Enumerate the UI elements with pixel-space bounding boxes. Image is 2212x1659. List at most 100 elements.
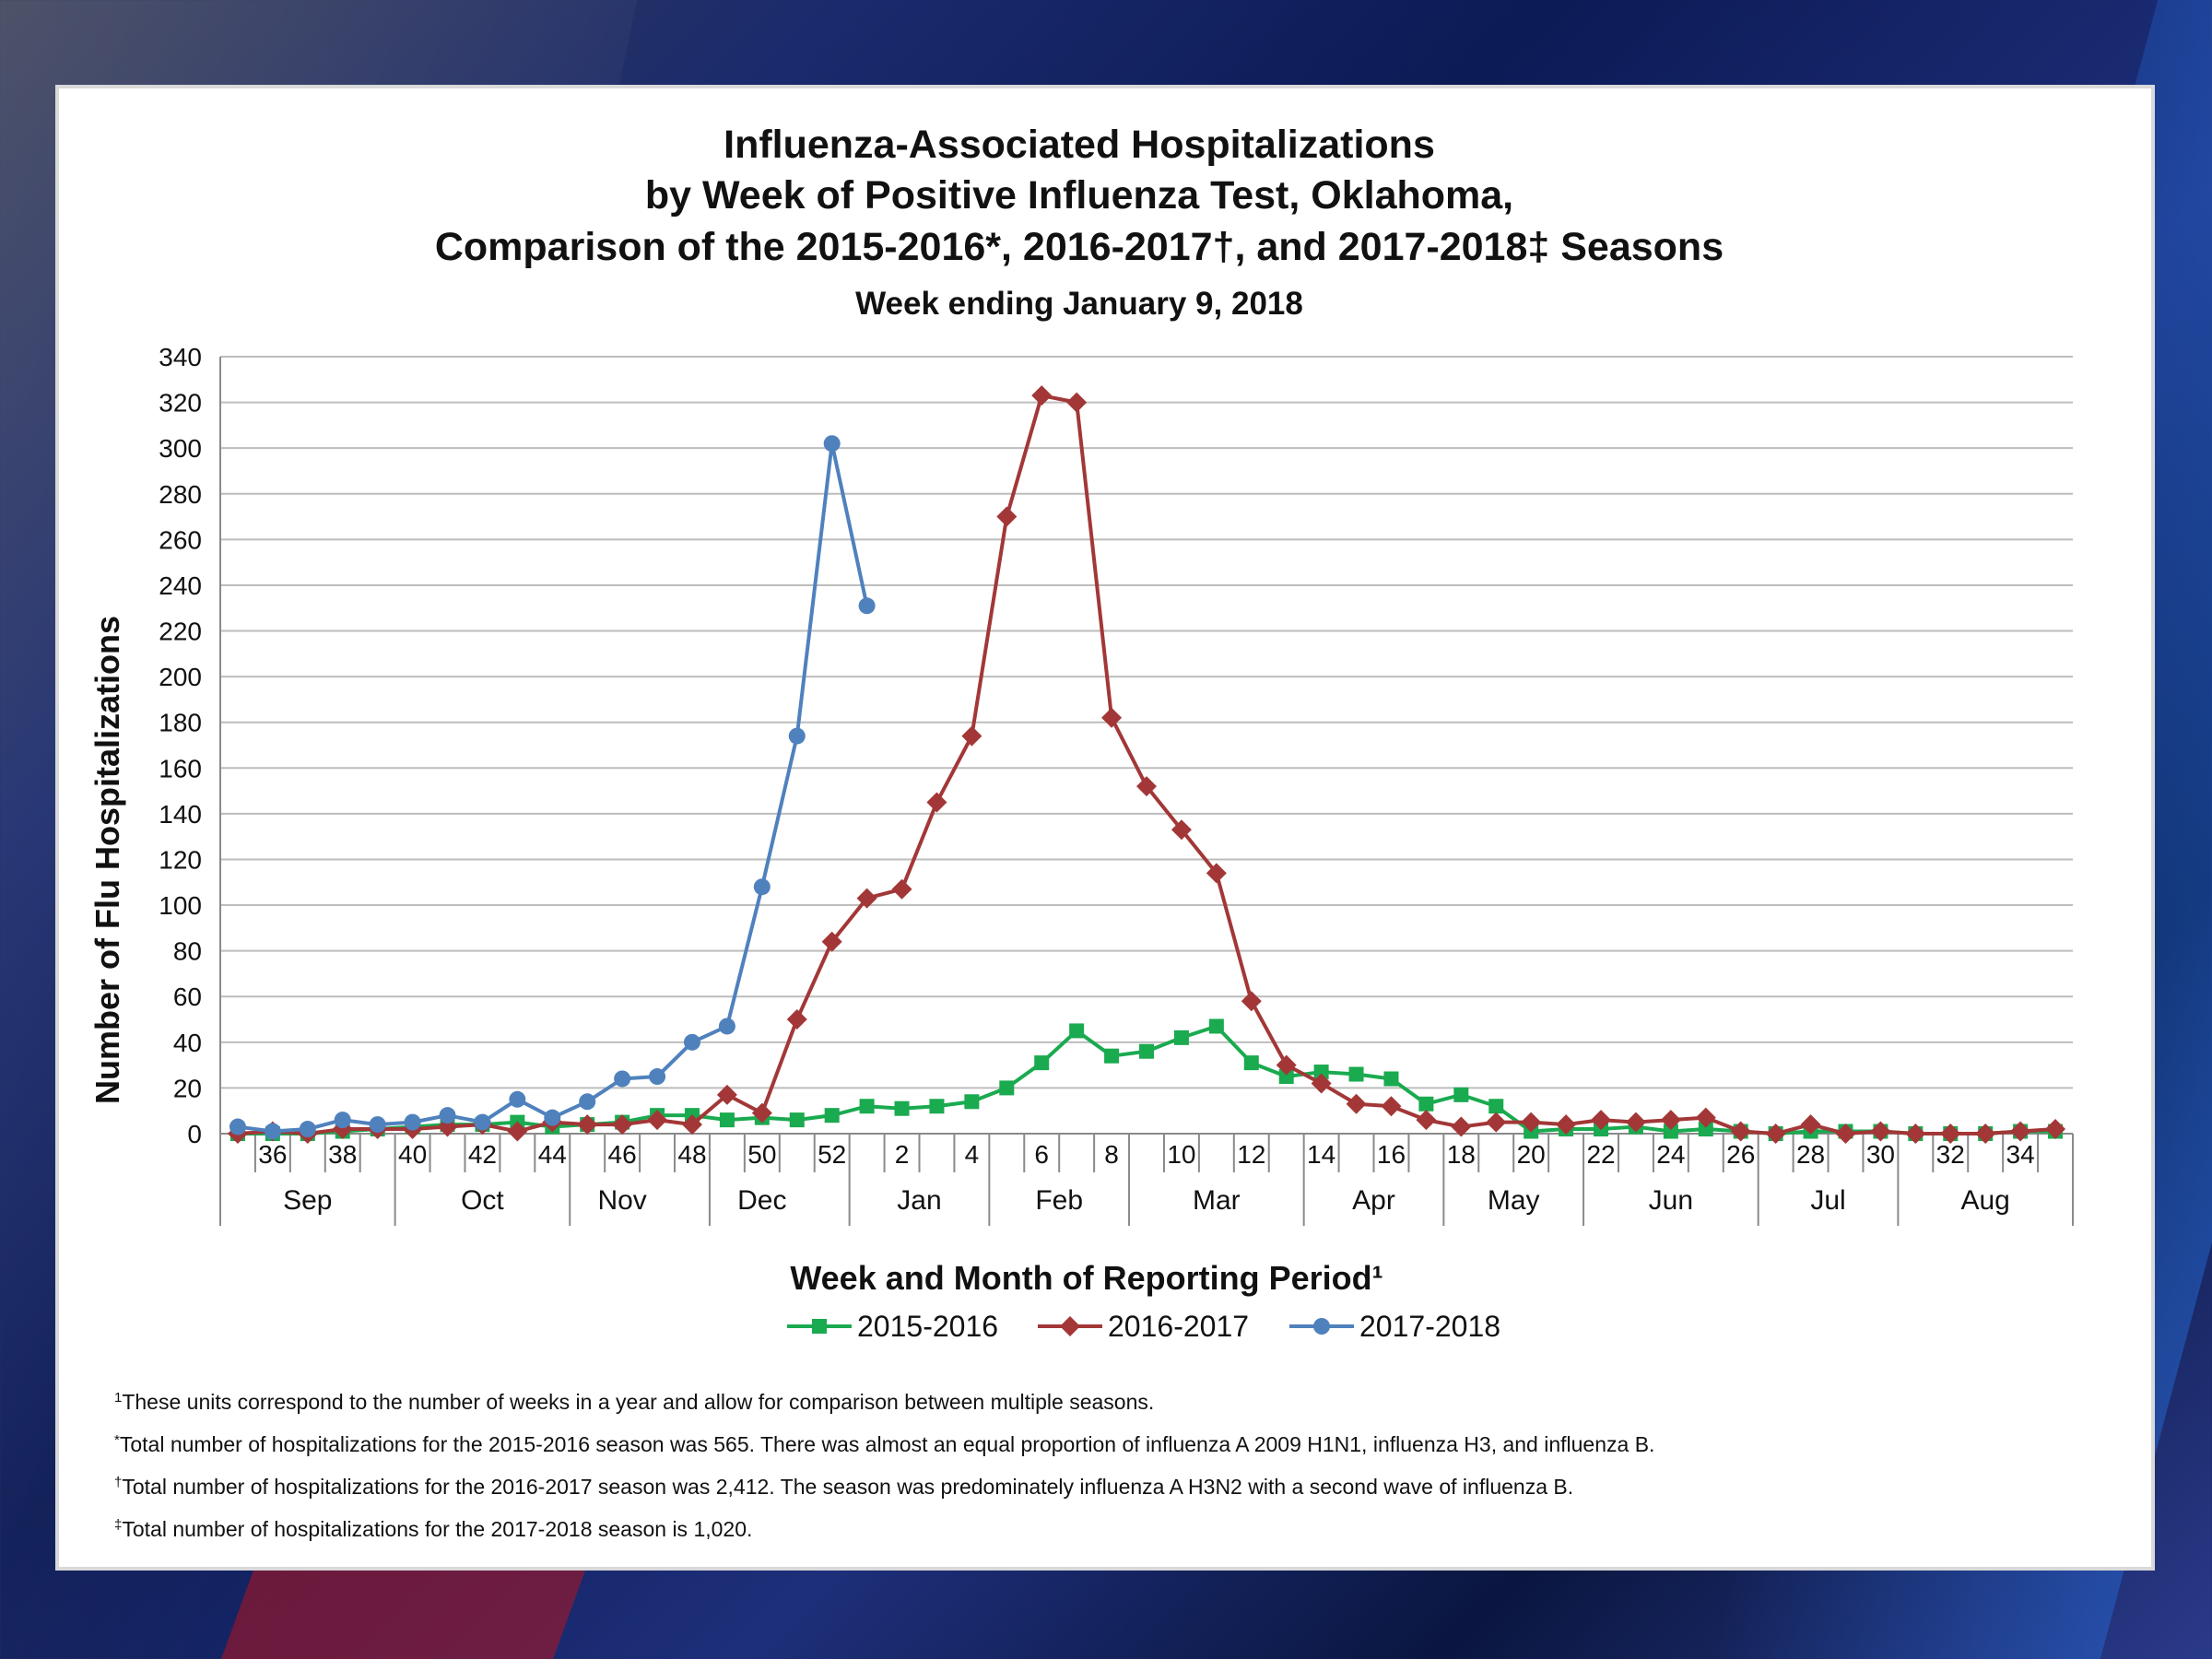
- data-point: [823, 435, 841, 453]
- x-tick-label: 46: [608, 1140, 637, 1169]
- legend-item-2016-2017: 2016-2017: [1038, 1310, 1249, 1343]
- data-point: [649, 1068, 666, 1086]
- hospitalizations-chart: Influenza-Associated Hospitalizations by…: [88, 123, 2074, 1343]
- data-point: [1556, 1114, 1577, 1135]
- data-point: [996, 506, 1018, 527]
- data-point: [859, 1099, 875, 1114]
- data-point: [929, 1099, 945, 1114]
- x-tick-label: 52: [818, 1140, 846, 1169]
- x-tick-label: 22: [1586, 1140, 1615, 1169]
- legend-swatch-marker: [812, 1319, 827, 1334]
- y-tick-label: 80: [173, 937, 202, 966]
- series-2017-2018: [229, 435, 876, 1140]
- x-tick-label: 2: [895, 1140, 910, 1169]
- gridlines: [220, 356, 2073, 1089]
- series-2015-2016: [229, 1018, 2064, 1141]
- data-point: [1348, 1066, 1364, 1082]
- y-tick-label: 60: [173, 982, 202, 1011]
- data-point: [961, 725, 982, 747]
- data-point: [1346, 1093, 1367, 1114]
- y-tick-label: 160: [159, 754, 202, 782]
- footnote-text: These units correspond to the number of …: [122, 1390, 1155, 1414]
- month-label: Mar: [1193, 1185, 1241, 1216]
- data-point: [1625, 1112, 1646, 1133]
- x-tick-label: 44: [538, 1140, 567, 1169]
- data-point: [1276, 1054, 1297, 1076]
- data-point: [718, 1018, 735, 1035]
- data-point: [1486, 1112, 1507, 1133]
- x-tick-label: 4: [965, 1140, 980, 1169]
- data-point: [1171, 819, 1192, 841]
- data-point: [1104, 1048, 1120, 1064]
- data-point: [439, 1107, 456, 1124]
- x-tick-label: 32: [1936, 1140, 1965, 1169]
- data-point: [716, 1084, 737, 1105]
- x-tick-label: 38: [328, 1140, 357, 1169]
- chart-title-line-3: Comparison of the 2015-2016*, 2016-2017†…: [435, 225, 1724, 269]
- footnote-1: 1These units correspond to the number of…: [114, 1379, 2096, 1421]
- data-point: [1940, 1124, 1961, 1144]
- legend-label: 2015-2016: [857, 1310, 998, 1343]
- x-tick-label: 12: [1237, 1140, 1265, 1169]
- data-point: [1905, 1124, 1926, 1144]
- data-point: [264, 1123, 281, 1140]
- chart-title-line-1: Influenza-Associated Hospitalizations: [724, 123, 1435, 167]
- data-point: [1206, 863, 1227, 884]
- data-point: [1069, 1023, 1085, 1039]
- data-point: [891, 878, 912, 900]
- data-point: [577, 1114, 598, 1135]
- data-point: [229, 1118, 246, 1135]
- data-point: [786, 1009, 807, 1030]
- data-point: [1139, 1043, 1154, 1059]
- footnote-symbol: †: [114, 1475, 123, 1490]
- month-label: Aug: [1960, 1185, 2009, 1216]
- x-tick-label: 34: [2006, 1140, 2035, 1169]
- data-point: [299, 1121, 316, 1138]
- data-point: [999, 1080, 1015, 1096]
- data-point: [1031, 385, 1053, 406]
- data-point: [719, 1112, 735, 1128]
- data-point: [751, 1102, 772, 1124]
- data-point: [681, 1114, 702, 1135]
- chart-subtitle: Week ending January 9, 2018: [855, 286, 1303, 322]
- data-point: [2010, 1121, 2031, 1142]
- footnote-2: *Total number of hospitalizations for th…: [114, 1421, 2096, 1464]
- data-point: [788, 727, 806, 745]
- data-point: [1730, 1121, 1751, 1142]
- footnotes: 1These units correspond to the number of…: [114, 1379, 2096, 1548]
- data-point: [1835, 1124, 1856, 1144]
- x-tick-label: 6: [1034, 1140, 1049, 1169]
- x-tick-label: 28: [1796, 1140, 1825, 1169]
- y-axis-title: Number of Flu Hospitalizations: [88, 616, 126, 1104]
- footnote-symbol: *: [114, 1432, 120, 1448]
- series-line: [237, 394, 2056, 1135]
- data-point: [1521, 1112, 1542, 1133]
- data-point: [404, 1113, 421, 1131]
- x-tick-label: 50: [747, 1140, 776, 1169]
- data-point: [1101, 707, 1123, 728]
- data-point: [1381, 1096, 1402, 1117]
- data-point: [926, 792, 947, 813]
- data-point: [612, 1114, 633, 1135]
- y-tick-labels: 0 20 40 60 80 100 120 140 160 180 200 220 240 260 280 3…: [159, 343, 202, 1148]
- data-point: [753, 878, 771, 896]
- data-point: [544, 1109, 561, 1126]
- data-point: [894, 1100, 910, 1116]
- data-point: [369, 1116, 386, 1134]
- data-point: [789, 1112, 805, 1128]
- data-point: [1695, 1107, 1716, 1128]
- x-tick-label: 14: [1307, 1140, 1335, 1169]
- x-tick-label: 20: [1517, 1140, 1546, 1169]
- y-tick-label: 180: [159, 709, 202, 737]
- data-point: [1278, 1069, 1294, 1085]
- footnote-text: Total number of hospitalizations for the…: [122, 1475, 1574, 1499]
- footnote-3: †Total number of hospitalizations for th…: [114, 1464, 2096, 1506]
- legend-label: 2016-2017: [1108, 1310, 1249, 1343]
- data-point: [856, 888, 877, 909]
- footnote-symbol: 1: [114, 1390, 123, 1406]
- data-point: [683, 1033, 700, 1051]
- data-point: [1663, 1124, 1678, 1139]
- y-tick-label: 100: [159, 891, 202, 920]
- series-lines: [227, 385, 2066, 1144]
- y-tick-label: 120: [159, 845, 202, 874]
